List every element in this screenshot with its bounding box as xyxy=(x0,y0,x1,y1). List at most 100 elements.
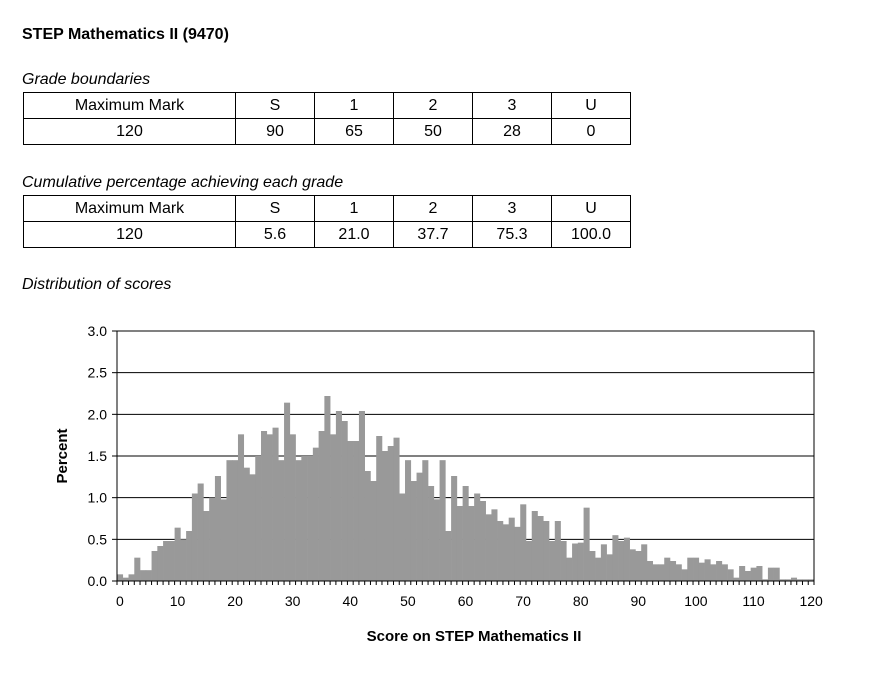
histogram-bar xyxy=(324,396,331,581)
y-tick-label: 2.0 xyxy=(88,406,108,422)
x-tick-label: 90 xyxy=(631,593,647,609)
y-tick-label: 0.5 xyxy=(88,531,108,547)
x-tick-label: 100 xyxy=(684,593,708,609)
histogram-bar xyxy=(428,486,435,581)
histogram-bar xyxy=(687,557,694,581)
histogram-bar xyxy=(387,446,394,581)
histogram-bar xyxy=(255,456,262,581)
histogram-bar xyxy=(756,566,763,581)
histogram-bar xyxy=(479,501,486,581)
histogram-bar xyxy=(767,567,774,581)
histogram-bar xyxy=(422,460,429,581)
table-header-cell: 3 xyxy=(472,92,552,119)
table-header-cell: 1 xyxy=(314,195,394,222)
table-header-cell: 2 xyxy=(393,195,473,222)
histogram-bar xyxy=(704,559,711,581)
table-header-cell: 2 xyxy=(393,92,473,119)
histogram-bar xyxy=(410,481,417,581)
histogram-bar xyxy=(370,481,377,581)
histogram-bar xyxy=(669,561,677,581)
table-cell: 5.6 xyxy=(235,221,315,248)
grade-boundaries-table: Maximum Mark S 1 2 3 U 120 90 65 50 28 0 xyxy=(23,92,631,145)
histogram-bar xyxy=(168,541,175,581)
table-cell: 65 xyxy=(314,118,394,145)
histogram-bar xyxy=(220,499,227,581)
histogram-bar xyxy=(341,421,348,581)
histogram-bar xyxy=(122,577,129,581)
histogram-bar xyxy=(514,526,521,581)
table-cell: 37.7 xyxy=(393,221,473,248)
histogram-bar xyxy=(318,431,325,581)
histogram-bar xyxy=(629,549,636,581)
table-cell: 0 xyxy=(551,118,631,145)
histogram-bar xyxy=(554,521,561,581)
table-cell: 28 xyxy=(472,118,552,145)
histogram-bar xyxy=(525,541,533,581)
histogram-bar xyxy=(796,579,803,581)
histogram-bar xyxy=(779,579,786,581)
histogram-bar xyxy=(485,514,492,581)
histogram-bar xyxy=(710,564,717,581)
cumulative-caption: Cumulative percentage achieving each gra… xyxy=(22,174,344,191)
histogram-bar xyxy=(335,411,342,581)
histogram-bar xyxy=(474,493,481,581)
table-row: 120 5.6 21.0 37.7 75.3 100.0 xyxy=(23,221,631,248)
histogram-bar xyxy=(652,564,659,581)
table-cell: 75.3 xyxy=(472,221,552,248)
page-title: STEP Mathematics II (9470) xyxy=(22,26,229,43)
histogram-bar xyxy=(243,467,250,581)
y-tick-label: 1.0 xyxy=(88,490,108,506)
histogram-bar xyxy=(549,541,556,581)
histogram-bar xyxy=(209,497,216,581)
table-cell: 100.0 xyxy=(551,221,631,248)
histogram-bar xyxy=(301,456,308,581)
histogram-bar xyxy=(393,437,400,581)
histogram-bar xyxy=(330,434,337,581)
distribution-caption: Distribution of scores xyxy=(22,276,172,293)
histogram-bar xyxy=(295,460,302,581)
x-tick-label: 120 xyxy=(799,593,823,609)
histogram-bar xyxy=(353,441,360,581)
histogram-bar xyxy=(693,557,700,581)
histogram-bar xyxy=(658,564,665,581)
histogram-bar xyxy=(773,567,780,581)
histogram-bar xyxy=(727,569,734,581)
histogram-bar xyxy=(117,574,124,581)
histogram-bar xyxy=(232,460,239,581)
histogram-bar xyxy=(612,535,619,581)
histogram-bar xyxy=(802,579,809,581)
histogram-bar xyxy=(284,402,291,581)
histogram-bar xyxy=(790,577,798,581)
histogram-bar xyxy=(203,511,210,581)
histogram-bar xyxy=(808,579,815,581)
histogram-bar xyxy=(157,546,164,581)
histogram-bar xyxy=(531,511,538,581)
histogram-bar xyxy=(439,460,446,581)
histogram-bar xyxy=(739,566,746,581)
histogram-bar xyxy=(508,517,515,581)
histogram-bar xyxy=(128,574,135,581)
histogram-bar xyxy=(186,531,193,581)
x-tick-label: 0 xyxy=(116,593,124,609)
histogram-bar xyxy=(675,564,682,581)
axes: 0.0 0.5 1.0 1.5 2.0 2.5 3.0 0 10 20 30 40 50 60 70 80 90… xyxy=(88,323,823,609)
histogram-bar xyxy=(583,507,590,581)
bars xyxy=(117,396,815,581)
table-cell: 90 xyxy=(235,118,315,145)
histogram-bar xyxy=(681,569,688,581)
histogram-bar xyxy=(433,499,440,581)
x-tick-label: 20 xyxy=(227,593,243,609)
histogram-bar xyxy=(623,537,630,581)
histogram-bar xyxy=(733,577,740,581)
histogram-bar xyxy=(750,567,757,581)
histogram-bar xyxy=(785,579,792,581)
grade-boundaries-caption: Grade boundaries xyxy=(22,71,151,88)
histogram-bar xyxy=(537,516,544,581)
x-axis-label: Score on STEP Mathematics II xyxy=(367,628,582,645)
histogram-bar xyxy=(572,543,579,581)
histogram-bar xyxy=(237,434,245,581)
table-cell: 120 xyxy=(23,118,236,145)
histogram-bar xyxy=(197,483,204,581)
y-tick-label: 1.5 xyxy=(88,448,108,464)
